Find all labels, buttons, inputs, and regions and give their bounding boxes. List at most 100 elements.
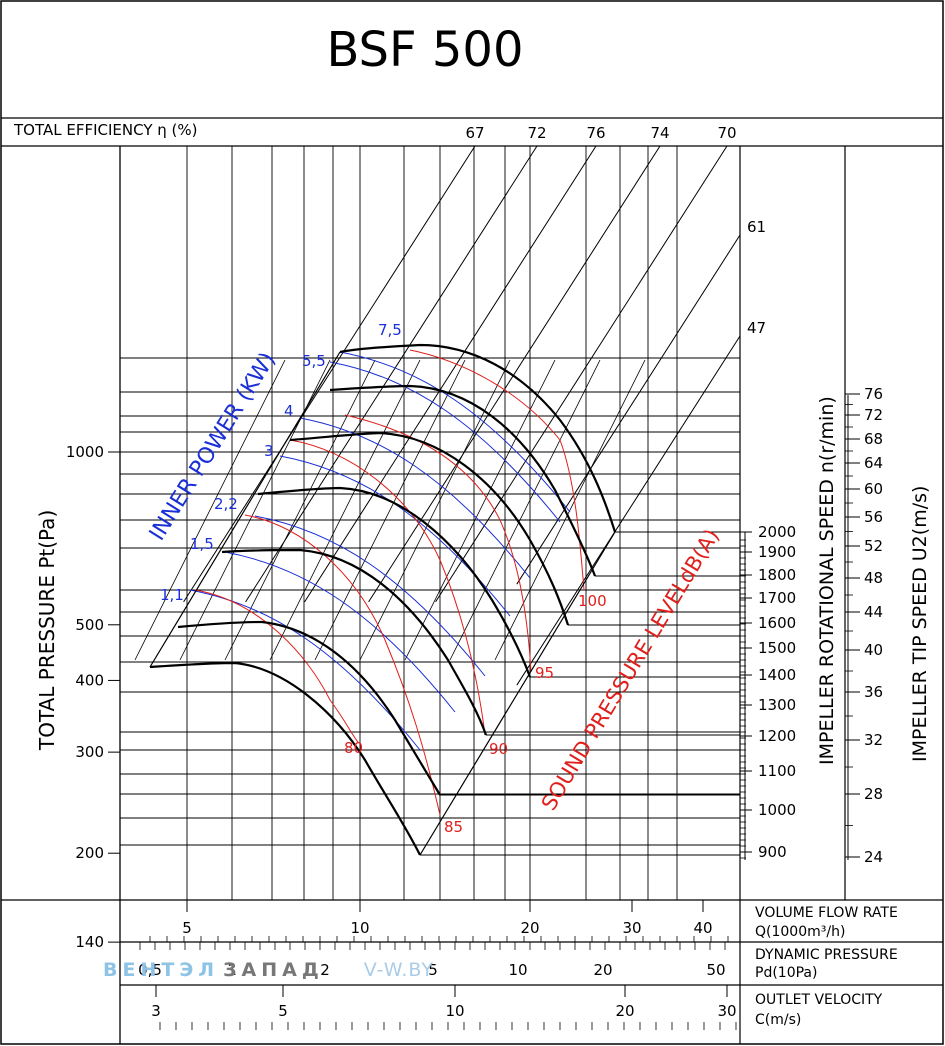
efficiency-side-label: 61 [747, 218, 766, 236]
efficiency-line [516, 335, 741, 686]
power-label: 7,5 [378, 321, 402, 339]
tip-tick-label: 36 [864, 683, 883, 701]
y-axis-label: TOTAL PRESSURE Pt(Pa) [35, 510, 59, 751]
velocity-tick-label: 3 [151, 1002, 161, 1020]
flow-tick-label: 40 [693, 919, 712, 937]
y-tick-label: 1000 [66, 443, 104, 461]
dynamic-pressure-label-1: DYNAMIC PRESSURE [755, 947, 898, 963]
efficiency-line [134, 359, 286, 661]
y-tick-label: 140 [75, 933, 104, 951]
dynamic-tick-label: 10 [508, 961, 527, 979]
watermark: ВЕНТЭЛ ЗАПАД V-W.BY [103, 959, 434, 981]
rpm-tick-label: 1500 [758, 639, 796, 657]
chart-labels: 1000 500 400 300 200 140 7,5 5,5 4 3 2,2 1,5 1,1 100 9… [66, 321, 607, 951]
sound-curve [344, 414, 532, 673]
y-tick-label: 200 [75, 844, 104, 862]
tip-tick-label: 68 [864, 430, 883, 448]
flow-rate-label-2: Q(1000m³/h) [755, 924, 845, 940]
efficiency-top-label: 70 [717, 124, 736, 142]
dynamic-tick-label: 1 [227, 961, 237, 979]
rpm-tick-label: 1000 [758, 801, 796, 819]
tip-tick-label: 76 [864, 385, 883, 403]
efficiency-line [404, 359, 556, 661]
tip-tick-label: 28 [864, 785, 883, 803]
efficiency-line [359, 359, 511, 661]
y-tick-label: 300 [75, 743, 104, 761]
efficiency-top-label: 67 [465, 124, 484, 142]
efficiency-line [368, 145, 661, 603]
power-label: 1,1 [160, 586, 184, 604]
efficiency-line [224, 359, 376, 661]
speed-curve [257, 486, 532, 678]
flow-tick-label: 10 [350, 919, 369, 937]
tip-tick-label: 52 [864, 537, 883, 555]
outlet-velocity-label-2: C(m/s) [755, 1012, 801, 1028]
y-tick-label: 400 [75, 671, 104, 689]
dynamic-tick-label: 2 [320, 961, 330, 979]
velocity-tick-label: 30 [717, 1002, 736, 1020]
speed-curve [289, 431, 570, 626]
speed-curve [329, 384, 597, 577]
envelope-right [419, 531, 616, 856]
rpm-tick-label: 1300 [758, 696, 796, 714]
velocity-tick-label: 10 [445, 1002, 464, 1020]
speed-curve [339, 343, 617, 533]
y-tick-label: 500 [75, 616, 104, 634]
efficiency-top-label: 74 [650, 124, 669, 142]
rpm-tick-label: 1400 [758, 666, 796, 684]
efficiency-line [269, 359, 421, 661]
power-curve [329, 361, 561, 523]
speed-curve [177, 620, 441, 796]
power-curve [254, 515, 486, 677]
speed-curve [149, 661, 421, 856]
sound-label: 90 [489, 740, 508, 758]
efficiency-side-label: 47 [747, 319, 766, 337]
sound-curve [244, 514, 441, 816]
efficiency-top-label: 76 [586, 124, 605, 142]
efficiency-line [183, 145, 476, 603]
x-axes: 5 10 20 30 40 0,5 1 2 5 10 20 50 3 5 10 20 30 [138, 900, 737, 1030]
power-label: 4 [284, 402, 294, 420]
tip-tick-label: 48 [864, 569, 883, 587]
sound-curve [289, 439, 486, 736]
side-scales: 2000 1900 1800 1700 1600 1500 1400 1300 1200 1100… [740, 385, 883, 866]
flow-tick-label: 5 [182, 919, 192, 937]
efficiency-top-label: 72 [527, 124, 546, 142]
efficiency-line [304, 145, 597, 603]
tip-tick-label: 24 [864, 848, 883, 866]
tip-tick-label: 56 [864, 508, 883, 526]
efficiency-line [314, 359, 466, 661]
tip-tick-label: 60 [864, 480, 883, 498]
rpm-tick-label: 1600 [758, 614, 796, 632]
sound-label: 85 [444, 818, 463, 836]
flow-tick-label: 30 [622, 919, 641, 937]
outlet-velocity-label-1: OUTLET VELOCITY [755, 992, 883, 1008]
sound-curves [194, 349, 585, 816]
power-label: 2,2 [214, 495, 238, 513]
chart-grid [120, 146, 740, 900]
tip-tick-label: 32 [864, 731, 883, 749]
tip-tick-label: 40 [864, 641, 883, 659]
rpm-tick-label: 1900 [758, 543, 796, 561]
flow-rate-label-1: VOLUME FLOW RATE [755, 905, 898, 921]
tip-tick-label: 72 [864, 406, 883, 424]
sound-label: 80 [344, 739, 363, 757]
sound-label: 100 [578, 592, 607, 610]
rotational-speed-label: IMPELLER ROTATIONAL SPEED n(r/min) [816, 396, 838, 765]
speed-curve [221, 548, 488, 736]
power-curve [224, 551, 456, 713]
dynamic-tick-label: 20 [593, 961, 612, 979]
page-title: BSF 500 [326, 22, 523, 78]
rpm-tick-label: 1100 [758, 762, 796, 780]
power-label: 5,5 [302, 352, 326, 370]
rpm-tick-label: 2000 [758, 523, 796, 541]
speed-curves [149, 343, 740, 856]
power-curve [189, 589, 421, 751]
efficiency-axis-label: TOTAL EFFICIENCY η (%) [13, 121, 197, 139]
dynamic-tick-label: 5 [428, 961, 438, 979]
dynamic-pressure-label-2: Pd(10Pa) [755, 965, 817, 981]
rpm-tick-label: 1800 [758, 566, 796, 584]
velocity-tick-label: 20 [615, 1002, 634, 1020]
efficiency-line [516, 234, 741, 585]
